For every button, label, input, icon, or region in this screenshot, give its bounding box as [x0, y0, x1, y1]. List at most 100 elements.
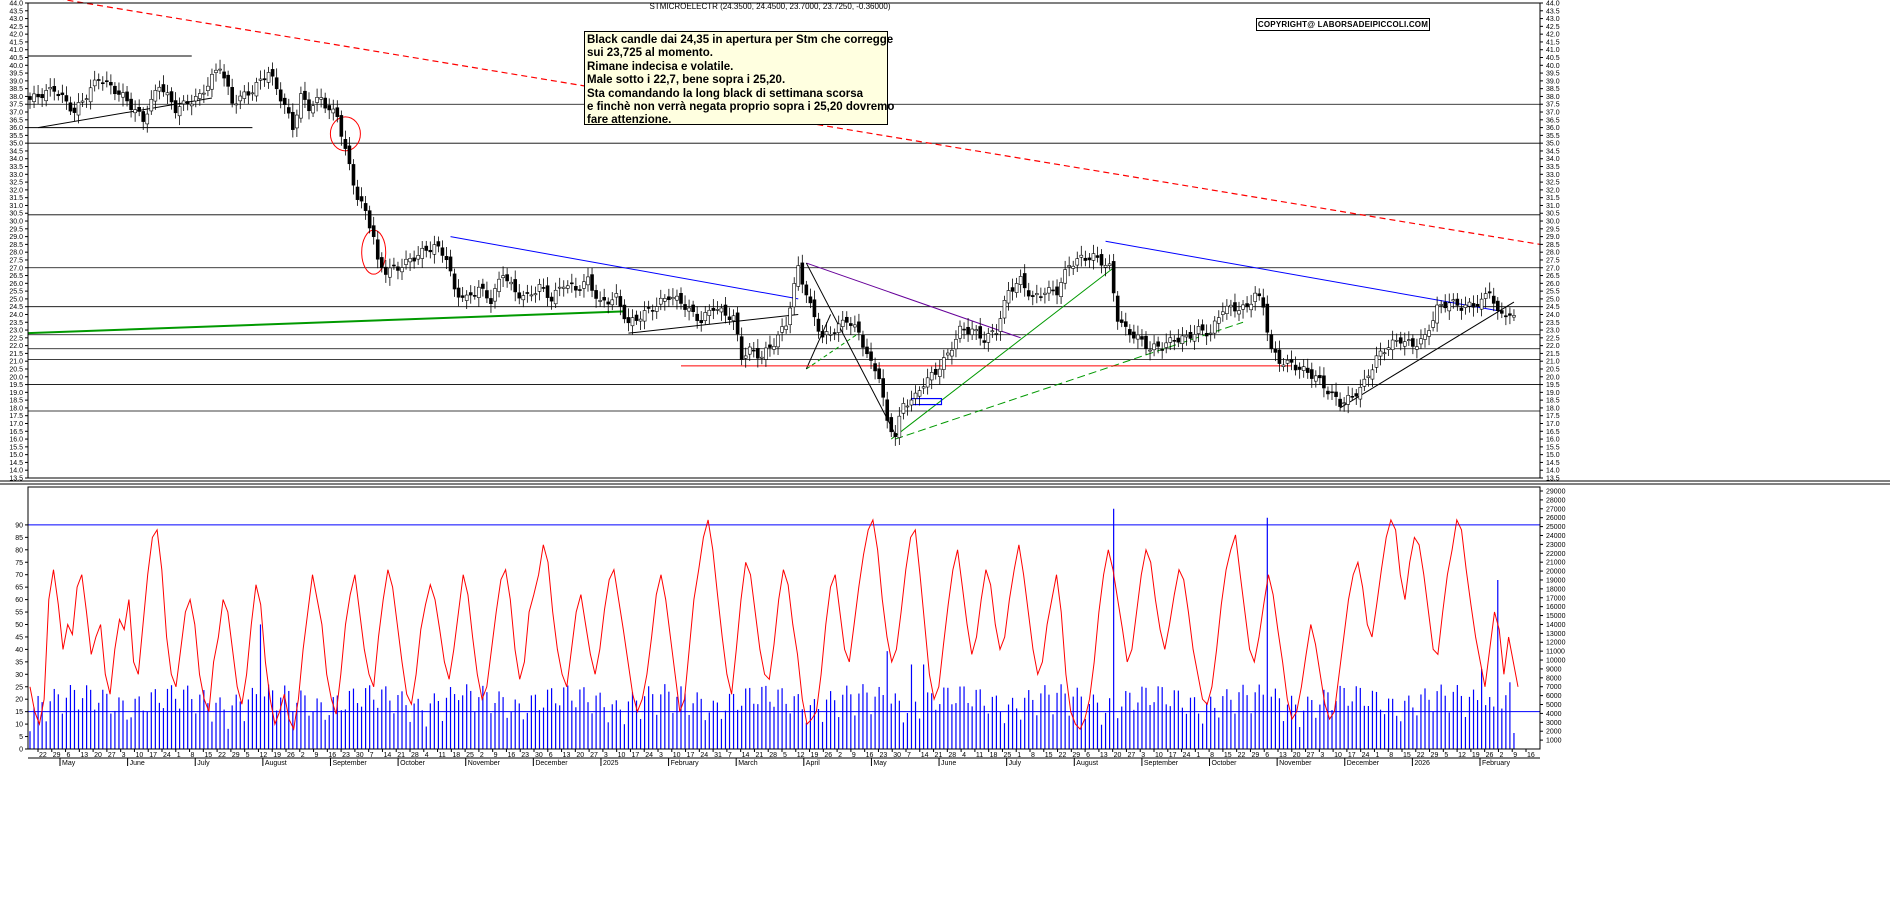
price-candle	[598, 300, 602, 302]
price-candle	[262, 78, 267, 81]
price-candle	[1370, 369, 1375, 380]
price-candle	[679, 293, 683, 304]
month-label: October	[400, 760, 426, 767]
y-tick-label-left: 36.0	[9, 125, 23, 132]
annotation-line: Male sotto i 22,7, bene sopra i 25,20.	[587, 74, 786, 87]
price-candle	[970, 328, 974, 336]
price-candle	[792, 283, 797, 308]
price-candle	[942, 357, 946, 370]
indicator-tick-label: 20	[15, 697, 23, 704]
price-candle	[764, 347, 768, 360]
y-tick-label-left: 42.0	[9, 32, 23, 39]
y-tick-label-left: 15.0	[9, 452, 23, 459]
price-candle	[816, 318, 821, 332]
x-tick-label: 17	[687, 752, 695, 759]
x-tick-label: 12	[797, 752, 805, 759]
price-candle	[286, 107, 291, 114]
y-tick-label-left: 34.0	[9, 156, 23, 163]
price-candle	[88, 87, 93, 103]
price-candle	[509, 281, 513, 285]
price-candle	[1257, 293, 1262, 297]
price-candle	[590, 274, 594, 291]
price-candle	[901, 403, 906, 414]
y-tick-label-left: 33.0	[9, 172, 23, 179]
x-tick-label: 8	[1031, 752, 1035, 759]
price-candle	[828, 334, 833, 336]
volume-tick-label: 5000	[1546, 702, 1562, 709]
y-tick-label-right: 38.0	[1546, 94, 1560, 101]
price-candle	[258, 78, 263, 81]
x-tick-label: 17	[149, 752, 157, 759]
price-candle	[1103, 265, 1108, 268]
price-candle	[905, 405, 910, 408]
volume-tick-label: 1000	[1546, 738, 1562, 745]
y-tick-label-right: 15.0	[1546, 452, 1560, 459]
volume-tick-label: 27000	[1546, 506, 1566, 513]
y-tick-label-left: 31.5	[9, 195, 23, 202]
month-label: December	[535, 760, 568, 767]
y-tick-label-left: 21.5	[9, 351, 23, 358]
price-candle	[974, 329, 978, 332]
price-candle	[1152, 343, 1156, 351]
price-candle	[1487, 291, 1492, 294]
x-tick-label: 16	[328, 752, 336, 759]
x-tick-label: 24	[700, 752, 708, 759]
price-candle	[1390, 339, 1395, 351]
volume-tick-label: 10000	[1546, 658, 1566, 665]
price-candle	[1249, 303, 1253, 311]
y-tick-label-left: 41.5	[9, 39, 23, 46]
y-tick-label-right: 14.0	[1546, 468, 1560, 475]
y-tick-label-right: 40.0	[1546, 63, 1560, 70]
y-tick-label-left: 19.0	[9, 390, 23, 397]
price-candle	[1221, 311, 1225, 315]
price-candle	[1382, 352, 1387, 355]
price-candle	[881, 378, 885, 398]
price-candle	[1309, 369, 1314, 379]
price-candle	[1018, 276, 1023, 285]
price-candle	[157, 86, 162, 92]
annotation-box: Black candle dai 24,35 in apertura per S…	[584, 31, 894, 126]
volume-tick-label: 11000	[1546, 649, 1565, 656]
y-tick-label-right: 35.0	[1546, 141, 1560, 148]
price-candle	[92, 79, 97, 87]
price-candle	[1455, 298, 1460, 306]
price-candle	[885, 399, 890, 421]
price-candle	[707, 309, 712, 316]
y-tick-label-right: 44.0	[1546, 1, 1560, 8]
price-candle	[990, 330, 995, 333]
x-tick-label: 13	[1100, 752, 1108, 759]
price-candle	[966, 326, 970, 335]
price-candle	[52, 86, 57, 92]
price-candle	[889, 417, 894, 433]
price-candle	[1128, 329, 1132, 336]
price-candle	[986, 333, 991, 343]
price-candle	[367, 210, 372, 229]
y-tick-label-right: 28.0	[1546, 250, 1560, 257]
month-label: September	[332, 760, 367, 767]
price-candle	[1010, 287, 1015, 292]
price-candle	[84, 98, 89, 100]
price-candle	[1160, 349, 1164, 351]
y-tick-label-right: 21.0	[1546, 359, 1560, 366]
x-tick-label: 8	[191, 752, 195, 759]
price-candle	[1014, 283, 1019, 293]
price-candle	[206, 85, 210, 91]
volume-tick-label: 3000	[1546, 720, 1562, 727]
price-candle	[1330, 391, 1334, 394]
price-candle	[388, 267, 392, 278]
price-candle	[1022, 273, 1027, 289]
price-candle	[529, 294, 534, 297]
price-panel	[27, 0, 1541, 446]
price-candle	[917, 390, 922, 397]
x-tick-label: 3	[659, 752, 663, 759]
axes: 13.5 13.514.0 14.014.5 14.515.0 15.015.5 15.5…	[0, 1, 1890, 767]
x-tick-label: 29	[53, 752, 61, 759]
price-candle	[432, 244, 437, 255]
y-tick-label-right: 31.0	[1546, 203, 1560, 210]
month-label: May	[62, 760, 76, 767]
price-candle	[149, 98, 154, 112]
y-tick-label-left: 25.5	[9, 289, 23, 296]
price-candle	[788, 307, 792, 326]
price-candle	[1253, 292, 1257, 302]
price-candle	[853, 324, 857, 328]
